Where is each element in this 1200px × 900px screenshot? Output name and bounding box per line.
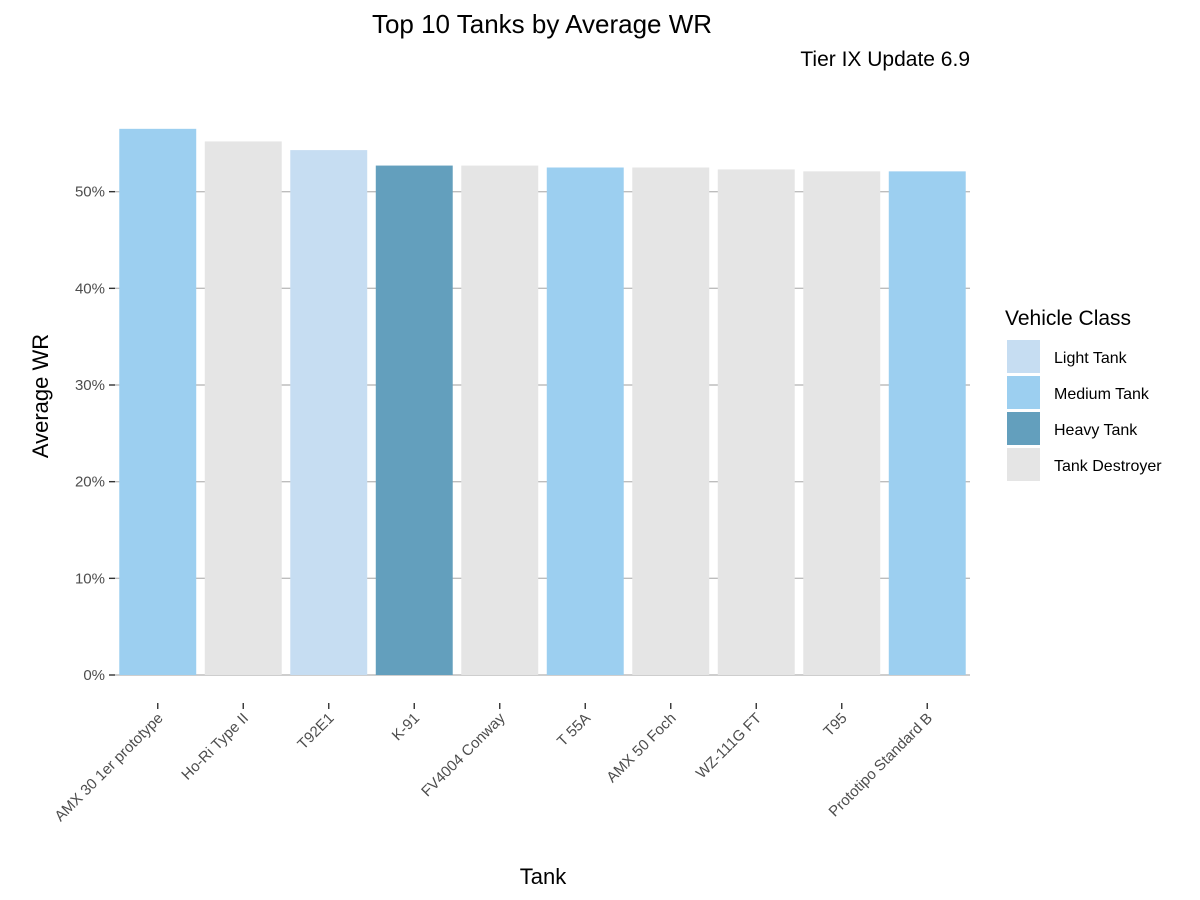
legend-label: Light Tank (1054, 350, 1128, 367)
legend-swatch (1007, 340, 1040, 373)
x-tick-label: T 55A (554, 710, 594, 750)
bar (204, 141, 282, 675)
x-tick-label: AMX 50 Foch (603, 710, 679, 786)
bar (803, 171, 881, 675)
bar (375, 165, 453, 676)
x-tick-label: T92E1 (294, 710, 337, 753)
legend-label: Heavy Tank (1054, 422, 1138, 439)
legend-swatch (1007, 448, 1040, 481)
legend-title: Vehicle Class (1005, 307, 1131, 330)
bar (461, 165, 539, 676)
bar (290, 150, 368, 676)
x-tick-label: FV4004 Conway (418, 709, 509, 800)
y-tick-label: 40% (75, 280, 105, 297)
y-axis: 0% 10% 20% 30% 40% 50% (75, 184, 115, 684)
bars (119, 128, 966, 676)
legend-swatch (1007, 412, 1040, 445)
chart-subtitle: Tier IX Update 6.9 (800, 48, 970, 71)
x-tick-label: K-91 (389, 710, 423, 744)
x-axis-title: Tank (520, 864, 567, 889)
y-tick-label: 0% (83, 667, 105, 684)
x-axis: AMX 30 1er prototype Ho-Ri Type II T92E1 K-… (51, 703, 936, 825)
bar (632, 167, 710, 675)
x-tick-label: WZ-111G FT (693, 710, 765, 782)
chart-title: Top 10 Tanks by Average WR (372, 9, 712, 39)
y-tick-label: 50% (75, 184, 105, 201)
bar (546, 167, 624, 675)
bar (717, 169, 795, 675)
legend-swatch (1007, 376, 1040, 409)
y-tick-label: 30% (75, 377, 105, 394)
y-tick-label: 10% (75, 570, 105, 587)
x-tick-label: T95 (820, 710, 850, 740)
legend-label: Tank Destroyer (1054, 458, 1162, 475)
bar (888, 171, 966, 675)
x-tick-label: AMX 30 1er prototype (51, 710, 166, 825)
legend: Vehicle Class Light Tank Medium Tank Heavy… (1005, 307, 1162, 481)
x-tick-label: Ho-Ri Type II (178, 710, 252, 784)
legend-label: Medium Tank (1054, 386, 1150, 403)
bar (119, 128, 197, 676)
y-axis-title: Average WR (28, 334, 53, 458)
y-tick-label: 20% (75, 474, 105, 491)
